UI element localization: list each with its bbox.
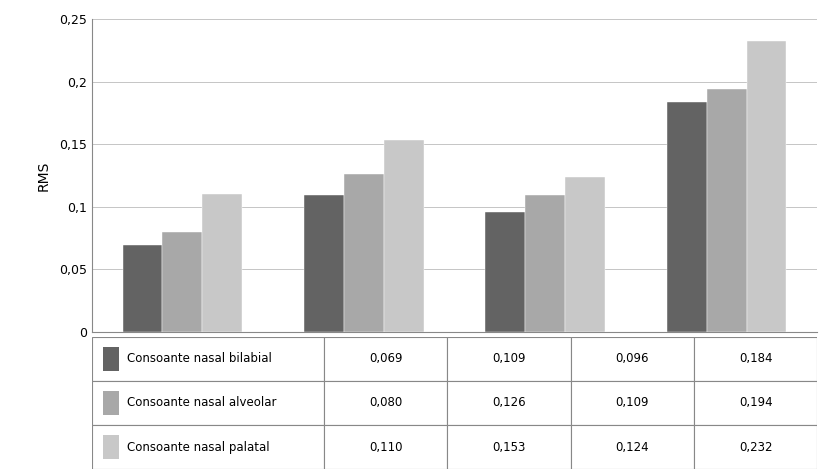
Bar bbox=[163, 232, 203, 332]
Bar bbox=[447, 425, 570, 469]
Text: 0,110: 0,110 bbox=[369, 441, 402, 454]
Text: 0,096: 0,096 bbox=[615, 352, 649, 365]
Bar bbox=[304, 195, 344, 332]
Bar bbox=[384, 140, 424, 332]
Text: 0,126: 0,126 bbox=[492, 396, 525, 410]
Bar bbox=[103, 435, 118, 459]
Text: 0,109: 0,109 bbox=[615, 396, 649, 410]
Bar bbox=[666, 101, 706, 332]
Bar bbox=[694, 425, 817, 469]
Bar bbox=[746, 42, 786, 332]
Bar bbox=[123, 246, 163, 332]
Text: Consoante nasal alveolar: Consoante nasal alveolar bbox=[128, 396, 277, 410]
Bar bbox=[694, 337, 817, 381]
Text: 0,232: 0,232 bbox=[739, 441, 772, 454]
Y-axis label: RMS: RMS bbox=[37, 160, 51, 191]
Text: 0,194: 0,194 bbox=[739, 396, 772, 410]
Bar bbox=[203, 194, 243, 332]
Bar bbox=[92, 425, 324, 469]
Bar bbox=[324, 425, 447, 469]
Bar bbox=[103, 346, 118, 371]
Bar bbox=[92, 381, 324, 425]
Text: 0,080: 0,080 bbox=[369, 396, 402, 410]
Text: 0,124: 0,124 bbox=[615, 441, 649, 454]
Bar bbox=[570, 337, 694, 381]
Text: Consoante nasal palatal: Consoante nasal palatal bbox=[128, 441, 270, 454]
Bar bbox=[570, 381, 694, 425]
Text: 0,153: 0,153 bbox=[492, 441, 525, 454]
Bar bbox=[570, 425, 694, 469]
Bar bbox=[447, 381, 570, 425]
Bar bbox=[525, 195, 565, 332]
Text: 0,109: 0,109 bbox=[492, 352, 525, 365]
Bar bbox=[324, 337, 447, 381]
Bar bbox=[344, 174, 384, 332]
Bar bbox=[694, 381, 817, 425]
Bar bbox=[565, 177, 605, 332]
Text: Consoante nasal bilabial: Consoante nasal bilabial bbox=[128, 352, 272, 365]
Text: 0,184: 0,184 bbox=[739, 352, 772, 365]
Bar bbox=[103, 391, 118, 415]
Text: 0,069: 0,069 bbox=[369, 352, 402, 365]
Bar bbox=[706, 89, 746, 332]
Bar bbox=[447, 337, 570, 381]
Bar bbox=[324, 381, 447, 425]
Bar bbox=[92, 337, 324, 381]
Bar bbox=[485, 212, 525, 332]
